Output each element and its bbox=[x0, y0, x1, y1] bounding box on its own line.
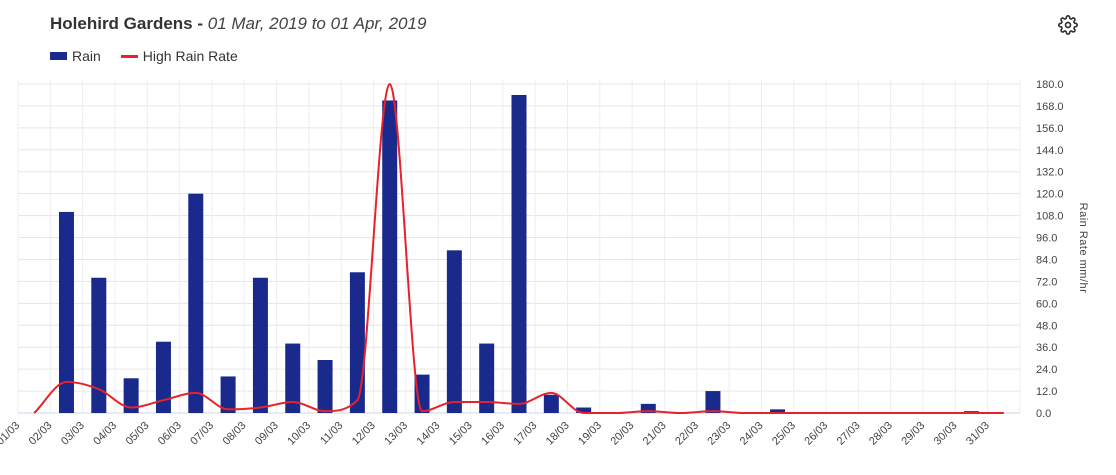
rain-bar bbox=[188, 193, 204, 413]
y-tick-label: 144.0 bbox=[1036, 145, 1064, 157]
rain-bar bbox=[479, 343, 495, 413]
title-separator: - bbox=[192, 14, 208, 33]
rain-bar bbox=[576, 407, 592, 413]
chart-title: Holehird Gardens - 01 Mar, 2019 to 01 Ap… bbox=[50, 14, 426, 34]
y-tick-label: 96.0 bbox=[1036, 233, 1057, 245]
rain-bar bbox=[252, 277, 268, 413]
station-name: Holehird Gardens bbox=[50, 14, 193, 33]
y-tick-label: 24.0 bbox=[1036, 364, 1057, 376]
rain-bar bbox=[155, 341, 171, 413]
x-tick-label: 31/03 bbox=[964, 420, 992, 448]
y-tick-label: 48.0 bbox=[1036, 320, 1057, 332]
x-tick-label: 07/03 bbox=[188, 420, 216, 448]
rain-bar bbox=[414, 374, 430, 413]
y-tick-label: 0.0 bbox=[1036, 408, 1051, 420]
x-tick-label: 16/03 bbox=[479, 420, 507, 448]
y-tick-label: 132.0 bbox=[1036, 167, 1064, 179]
x-tick-label: 12/03 bbox=[350, 420, 378, 448]
rain-bar bbox=[705, 391, 721, 413]
rain-bar bbox=[770, 409, 786, 413]
x-tick-label: 10/03 bbox=[285, 420, 313, 448]
legend-item-high-rain-rate[interactable]: High Rain Rate bbox=[120, 48, 238, 64]
gear-icon[interactable] bbox=[1058, 15, 1078, 35]
x-tick-label: 08/03 bbox=[221, 420, 249, 448]
x-tick-label: 30/03 bbox=[932, 420, 960, 448]
y-axis-title: Rain Rate mm/hr bbox=[1077, 203, 1089, 294]
x-tick-label: 23/03 bbox=[705, 420, 733, 448]
y-tick-label: 36.0 bbox=[1036, 342, 1057, 354]
x-tick-label: 20/03 bbox=[608, 420, 636, 448]
x-tick-label: 19/03 bbox=[576, 420, 604, 448]
y-tick-label: 120.0 bbox=[1036, 189, 1064, 201]
rain-bar bbox=[446, 250, 462, 413]
legend-swatch-high-rain-rate bbox=[120, 54, 138, 58]
x-tick-label: 05/03 bbox=[124, 420, 152, 448]
rain-bar bbox=[220, 376, 236, 413]
x-tick-label: 06/03 bbox=[156, 420, 184, 448]
rain-bar bbox=[285, 343, 301, 413]
x-tick-label: 04/03 bbox=[91, 420, 119, 448]
rain-bar bbox=[58, 211, 74, 413]
x-tick-label: 26/03 bbox=[802, 420, 830, 448]
rain-bar bbox=[91, 277, 107, 413]
rain-bar bbox=[640, 403, 656, 413]
y-tick-label: 60.0 bbox=[1036, 298, 1057, 310]
legend-item-rain[interactable]: Rain bbox=[50, 48, 101, 64]
y-tick-label: 72.0 bbox=[1036, 276, 1057, 288]
y-tick-label: 84.0 bbox=[1036, 254, 1057, 266]
rain-bar bbox=[511, 94, 527, 413]
rain-bar bbox=[317, 359, 333, 413]
x-tick-label: 27/03 bbox=[835, 420, 863, 448]
y-tick-label: 156.0 bbox=[1036, 123, 1064, 135]
x-tick-label: 24/03 bbox=[738, 420, 766, 448]
x-tick-label: 17/03 bbox=[511, 420, 539, 448]
y-tick-label: 12.0 bbox=[1036, 386, 1057, 398]
x-tick-label: 11/03 bbox=[318, 420, 345, 447]
x-tick-label: 22/03 bbox=[673, 420, 701, 448]
x-tick-label: 29/03 bbox=[899, 420, 927, 448]
y-tick-label: 168.0 bbox=[1036, 101, 1064, 113]
x-tick-label: 09/03 bbox=[253, 420, 281, 448]
high-rain-rate-line bbox=[33, 82, 1004, 415]
legend: Rain High Rain Rate bbox=[50, 48, 258, 64]
rain-bar bbox=[382, 100, 398, 413]
rain-bar bbox=[543, 394, 559, 413]
x-tick-label: 14/03 bbox=[415, 420, 443, 448]
x-tick-label: 13/03 bbox=[382, 420, 410, 448]
x-tick-label: 02/03 bbox=[27, 420, 55, 448]
rain-bar bbox=[123, 378, 139, 413]
y-tick-label: 108.0 bbox=[1036, 211, 1064, 223]
x-tick-label: 25/03 bbox=[770, 420, 798, 448]
x-tick-label: 15/03 bbox=[447, 420, 475, 448]
rain-bar bbox=[349, 272, 365, 413]
x-tick-label: 28/03 bbox=[867, 420, 895, 448]
x-tick-label: 01/03 bbox=[0, 420, 22, 448]
x-tick-label: 03/03 bbox=[59, 420, 87, 448]
legend-label-high-rain-rate: High Rain Rate bbox=[142, 48, 238, 64]
x-tick-label: 21/03 bbox=[641, 420, 669, 448]
legend-swatch-rain bbox=[50, 52, 67, 60]
legend-label-rain: Rain bbox=[72, 48, 101, 64]
date-range: 01 Mar, 2019 to 01 Apr, 2019 bbox=[207, 14, 427, 33]
y-tick-label: 180.0 bbox=[1036, 79, 1064, 91]
x-tick-label: 18/03 bbox=[544, 420, 572, 448]
